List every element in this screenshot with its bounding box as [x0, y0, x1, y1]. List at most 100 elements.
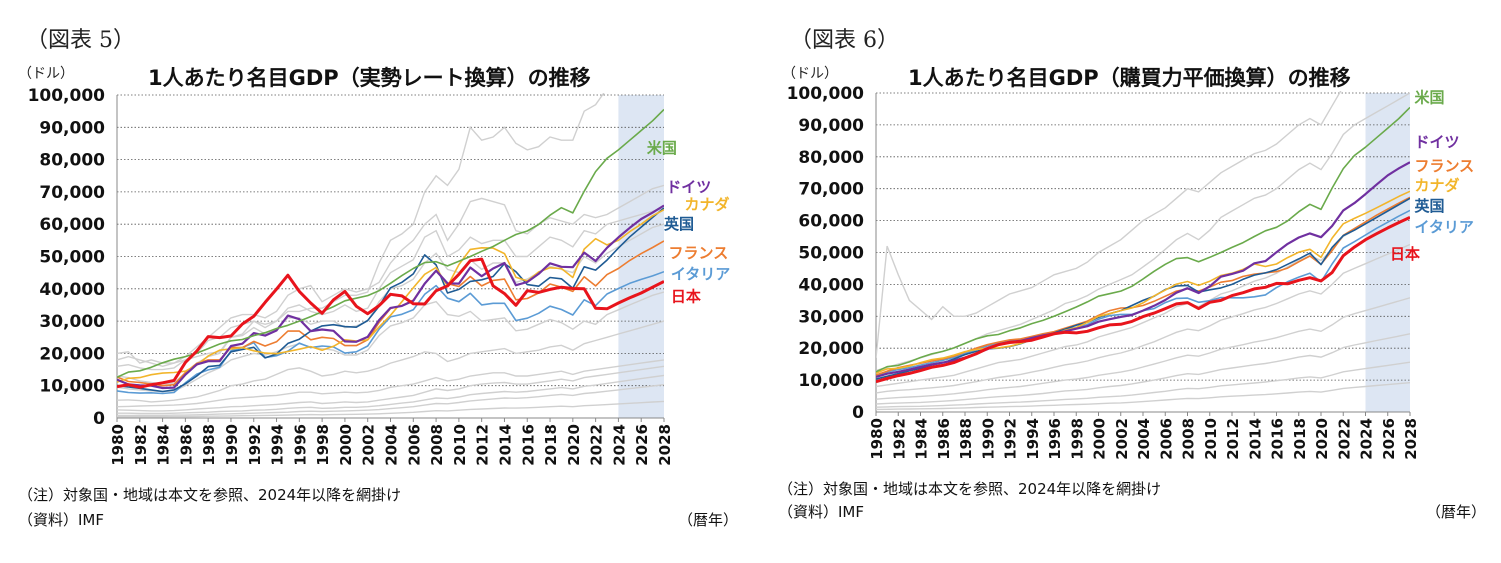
x-tick-label: 2016	[1269, 418, 1287, 460]
series-label-italy: イタリア	[1414, 218, 1473, 236]
other-country-line	[876, 333, 1410, 405]
chart-panel-right: （図表 6） （ドル） 1人あたり名目GDP（購買力平価換算）の推移 0 10,0…	[750, 0, 1501, 563]
chart-plot-area: 0 10,000 20,000 30,000 40,000 50,000 60,000 70,…	[787, 84, 1475, 460]
y-tick-label: 20,000	[798, 339, 864, 359]
series-line-us	[876, 106, 1410, 373]
y-tick-label: 60,000	[798, 212, 864, 232]
y-tick-label: 10,000	[39, 377, 105, 397]
other-country-line	[117, 291, 664, 393]
series-group	[876, 91, 1410, 411]
series-label-canada: カナダ	[685, 196, 730, 214]
series-label-us: 米国	[1414, 89, 1444, 107]
x-tick-label: 2000	[1091, 418, 1109, 460]
x-tick-label: 2002	[360, 424, 378, 466]
other-country-line	[117, 359, 664, 408]
x-tick-label: 1996	[291, 424, 309, 466]
x-tick-label: 1994	[1024, 418, 1042, 460]
y-tick-label: 80,000	[39, 151, 105, 171]
x-tick-label: 1992	[1002, 418, 1020, 460]
x-tick-label: 2016	[519, 424, 537, 466]
x-tick-label: 1994	[269, 424, 287, 466]
x-tick-label: 2010	[1202, 418, 1220, 460]
other-country-line	[876, 382, 1410, 411]
y-tick-label: 10,000	[798, 371, 864, 391]
chart-source: （資料）IMF	[18, 511, 104, 529]
series-line-canada	[117, 208, 664, 383]
x-tick-label: 1998	[314, 424, 332, 466]
y-tick-label: 90,000	[39, 118, 105, 138]
x-tick-label: 1982	[132, 424, 150, 466]
x-tick-label: 1992	[246, 424, 264, 466]
series-label-germany: ドイツ	[1414, 133, 1459, 151]
other-country-line	[117, 384, 664, 417]
series-label-japan: 日本	[671, 288, 701, 306]
other-country-line	[876, 243, 1410, 394]
y-tick-label: 100,000	[28, 86, 106, 106]
x-tick-label: 1980	[109, 424, 127, 466]
x-tick-label: 2028	[1402, 418, 1420, 460]
y-tick-label: 40,000	[39, 280, 105, 300]
x-tick-label: 1988	[200, 424, 218, 466]
figure-label: （図表 6）	[790, 28, 899, 53]
other-country-line	[117, 223, 664, 385]
chart-source: （資料）IMF	[778, 503, 864, 521]
chart-panel-left: （図表 5） （ドル） 1人あたり名目GDP（実勢レート換算）の推移 0 10,0…	[0, 0, 750, 563]
x-tick-label: 2026	[633, 424, 651, 466]
x-tick-label: 2026	[1380, 418, 1398, 460]
x-tick-label: 2004	[383, 424, 401, 466]
x-tick-label: 1990	[223, 424, 241, 466]
x-tick-label: 2000	[337, 424, 355, 466]
x-tick-label: 2012	[1224, 418, 1242, 460]
x-tick-label: 2008	[1180, 418, 1198, 460]
series-line-japan	[117, 257, 664, 389]
x-tick-label: 1988	[957, 418, 975, 460]
y-tick-label: 80,000	[798, 148, 864, 168]
chart-note: （注）対象国・地域は本文を参照、2024年以降を網掛け	[18, 486, 402, 504]
y-tick-label: 0	[93, 409, 105, 429]
other-country-line	[876, 297, 1410, 400]
x-tick-label: 2024	[1358, 418, 1376, 460]
x-tick-label: 2018	[542, 424, 560, 466]
x-tick-label: 2004	[1135, 418, 1153, 460]
series-label-uk: 英国	[1414, 197, 1444, 215]
x-tick-label: 2010	[451, 424, 469, 466]
series-label-france: フランス	[669, 244, 729, 262]
x-tick-label: 1990	[979, 418, 997, 460]
x-tick-label: 2024	[610, 424, 628, 466]
y-tick-label: 50,000	[39, 248, 105, 268]
y-tick-label: 50,000	[798, 244, 864, 264]
y-tick-label: 40,000	[798, 275, 864, 295]
other-country-line	[876, 197, 1410, 388]
x-tick-label: 2028	[656, 424, 674, 466]
x-tick-label: 1984	[913, 418, 931, 460]
x-tick-label: 1986	[935, 418, 953, 460]
other-country-line	[117, 365, 664, 412]
x-tick-label: 1986	[177, 424, 195, 466]
other-country-line	[117, 374, 664, 415]
series-line-germany	[117, 204, 664, 390]
x-tick-label: 2006	[405, 424, 423, 466]
x-tick-label: 2006	[1157, 418, 1175, 460]
x-tick-label: 2018	[1291, 418, 1309, 460]
x-unit-label: （暦年）	[678, 511, 739, 529]
series-label-france: フランス	[1414, 157, 1474, 175]
series-line-italy	[876, 209, 1410, 377]
series-label-uk: 英国	[664, 215, 694, 233]
x-tick-label: 2022	[588, 424, 606, 466]
other-country-line	[117, 93, 605, 364]
other-country-line	[117, 320, 664, 403]
x-tick-label: 2012	[474, 424, 492, 466]
series-label-italy: イタリア	[671, 265, 730, 283]
x-tick-label: 2014	[496, 424, 514, 466]
other-country-line	[117, 400, 664, 418]
series-line-us	[117, 108, 664, 379]
y-tick-label: 60,000	[39, 215, 105, 235]
series-line-canada	[876, 190, 1410, 374]
series-label-us: 米国	[647, 139, 677, 157]
x-tick-label: 1984	[155, 424, 173, 466]
series-label-japan: 日本	[1390, 245, 1420, 263]
x-tick-label: 1980	[868, 418, 886, 460]
x-tick-label: 2022	[1335, 418, 1353, 460]
y-unit-label: （ドル）	[782, 66, 838, 82]
series-label-germany: ドイツ	[666, 178, 711, 196]
